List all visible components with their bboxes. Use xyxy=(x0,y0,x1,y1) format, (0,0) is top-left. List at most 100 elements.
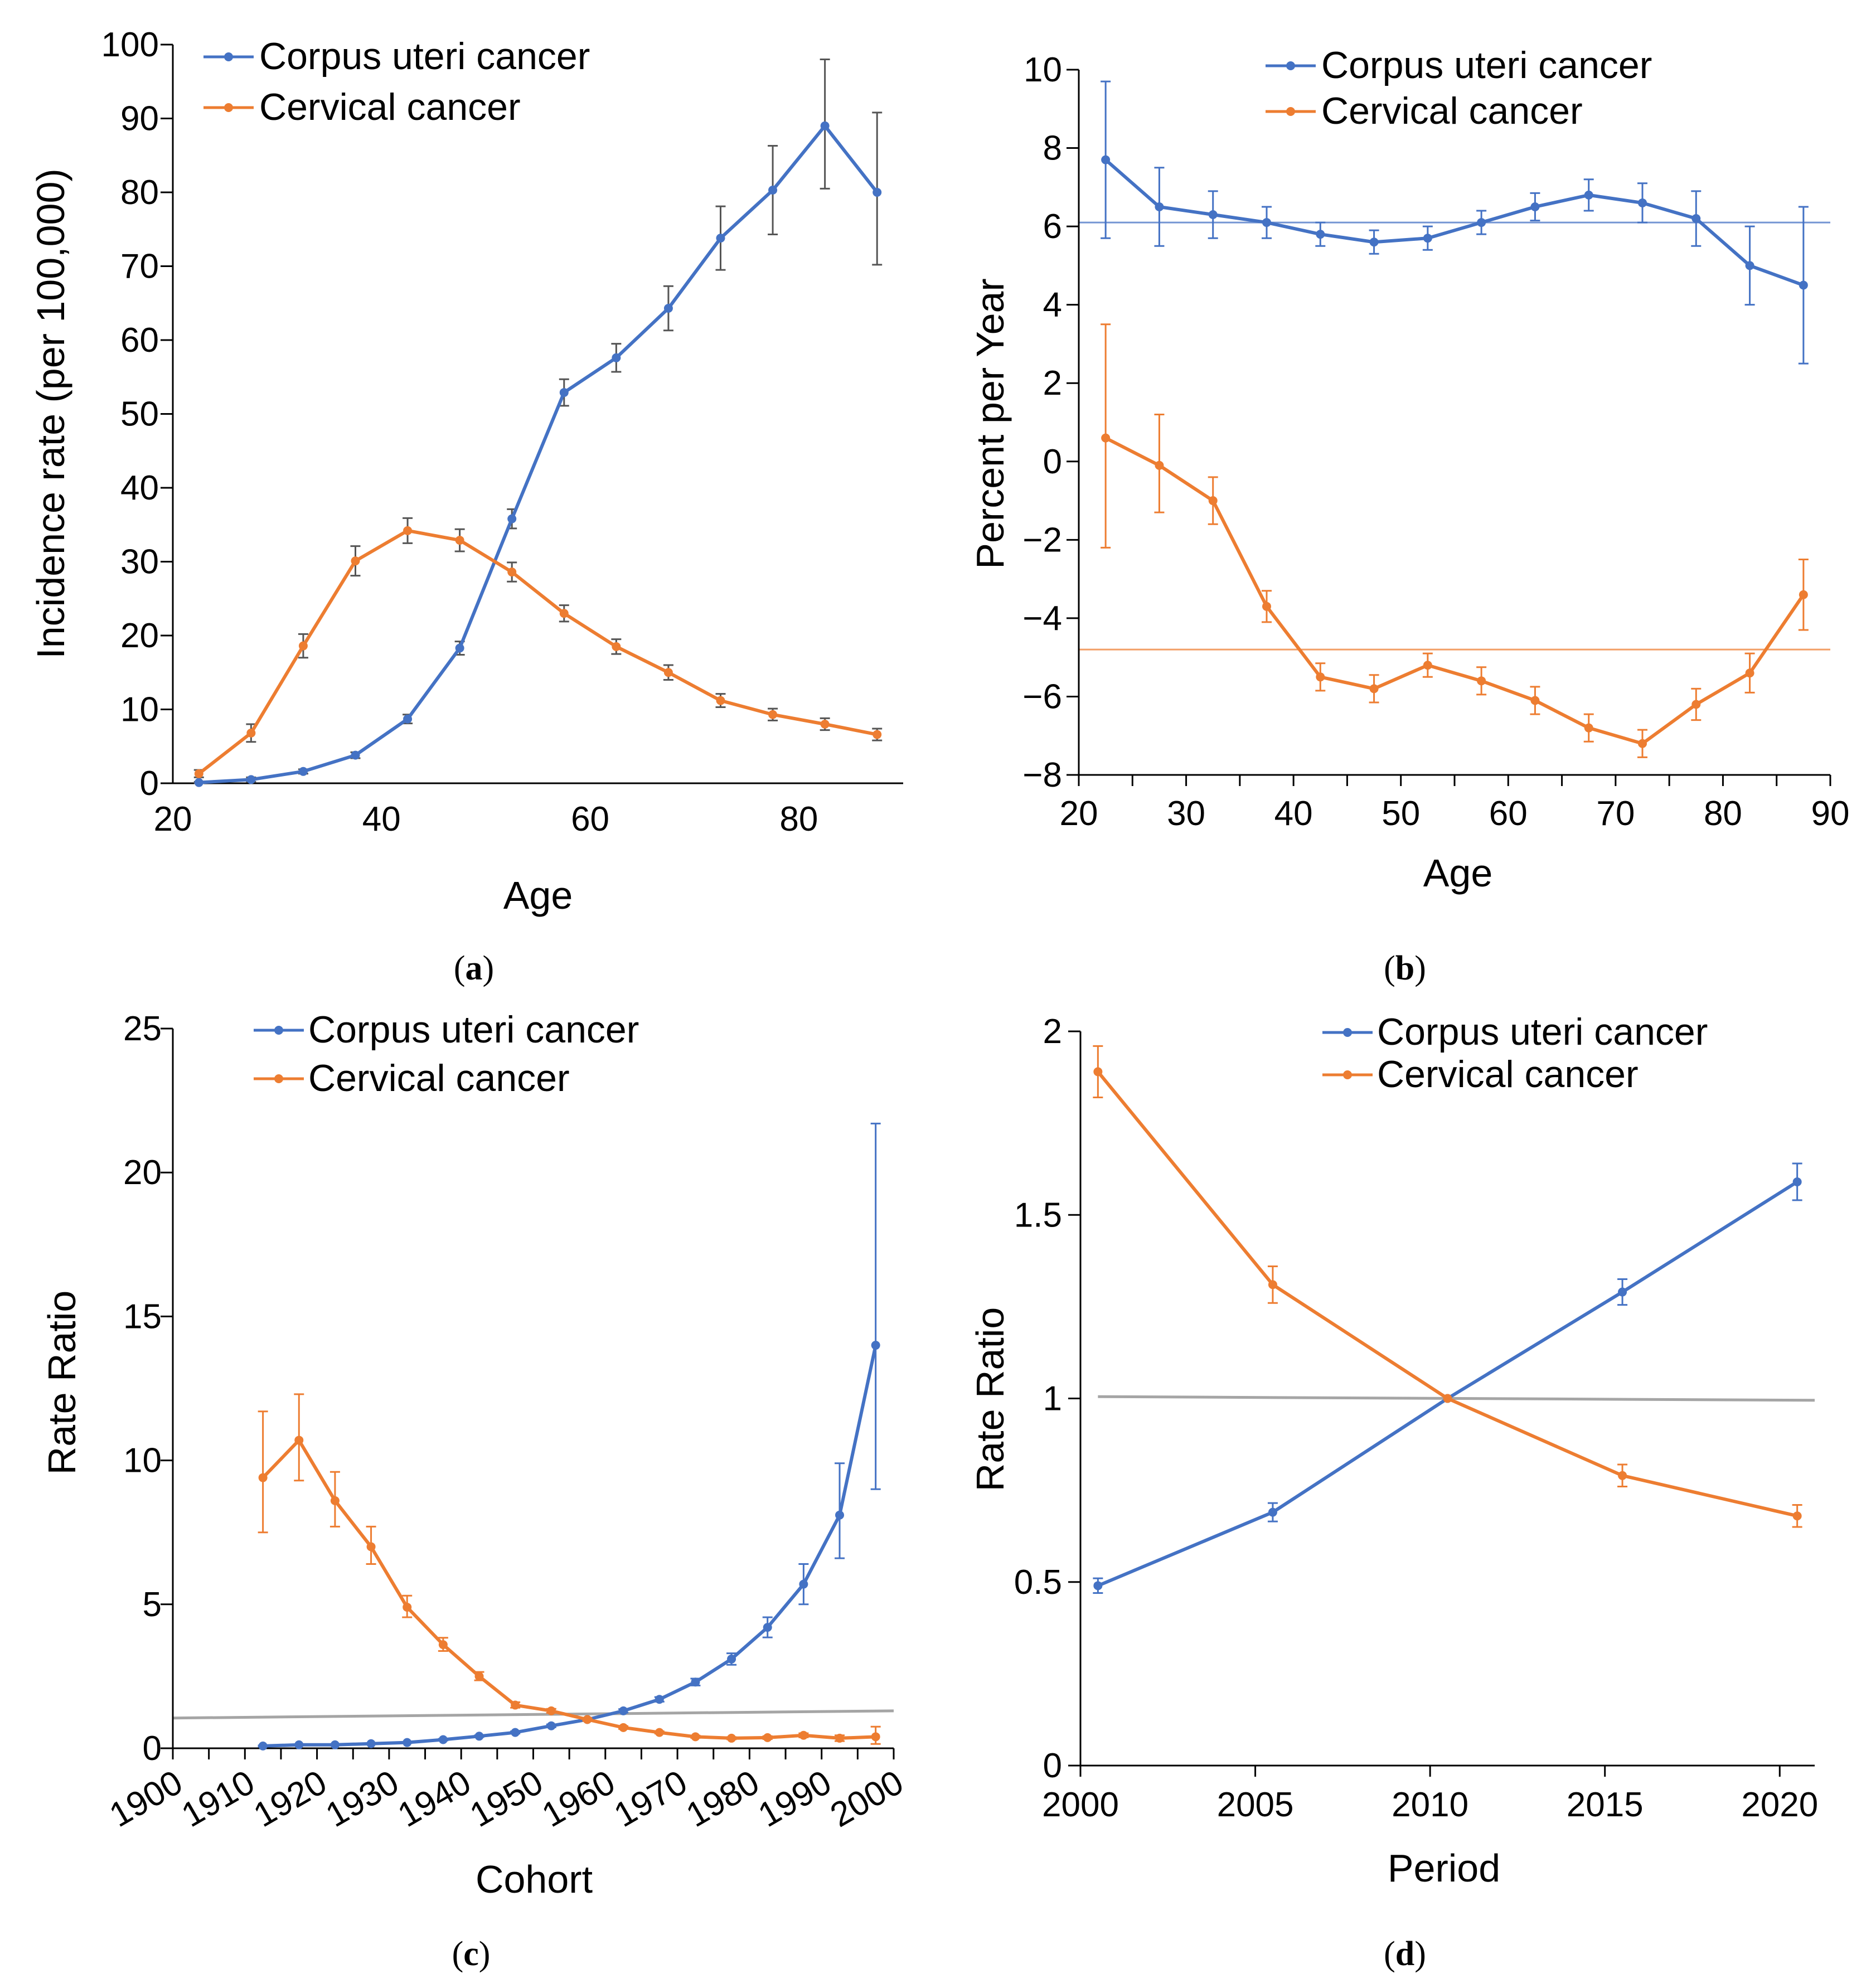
panel-b-x-tick-label: 90 xyxy=(1811,794,1850,833)
panel-a-corpus-point xyxy=(663,304,673,313)
panel-c-corpus-point xyxy=(871,1341,880,1350)
panel-d-y-axis-title: Rate Ratio xyxy=(968,1307,1012,1492)
panel-b-cervical-point xyxy=(1530,696,1540,705)
panel-c-corpus-point xyxy=(366,1739,376,1748)
panel-c-corpus-point xyxy=(727,1654,736,1664)
panel-b-corpus-series-line xyxy=(1104,158,1804,287)
panel-a-y-tick-label: 40 xyxy=(120,469,159,507)
panel-d-y-tick-label: 1.5 xyxy=(1014,1196,1062,1234)
panel-a-x-tick-label: 80 xyxy=(779,800,818,838)
panel-a-y-tick-label: 20 xyxy=(120,617,159,655)
panel-c-cervical-point xyxy=(583,1715,592,1724)
panel-d-label: (d) xyxy=(1384,1935,1426,1973)
panel-c-cervical-point xyxy=(835,1733,845,1743)
panel-c-corpus-point xyxy=(258,1741,268,1751)
panel-c-x-tick-label: 1930 xyxy=(319,1763,405,1835)
panel-d-legend-label-cervical: Cervical cancer xyxy=(1377,1053,1639,1095)
panel-c-corpus-error-bar xyxy=(870,1122,881,1490)
panel-b-label: (b) xyxy=(1384,949,1426,987)
panel-a-cervical-point xyxy=(768,710,778,719)
panel-a-cervical-point xyxy=(455,536,464,545)
panel-d-cervical-point xyxy=(1792,1511,1802,1521)
panel-c: 0510152025190019101920193019401950196019… xyxy=(40,1008,910,1973)
panel-d-x-tick-label: 2005 xyxy=(1217,1786,1294,1824)
panel-a-label-letter: a xyxy=(466,949,483,987)
panel-b-corpus-point xyxy=(1638,198,1647,207)
panel-b-corpus-point xyxy=(1369,237,1379,247)
panel-a-cervical-point xyxy=(873,730,882,739)
panel-b-corpus-point xyxy=(1799,280,1808,290)
panel-c-corpus-point xyxy=(403,1738,412,1747)
panel-a-legend-marker-corpus xyxy=(224,52,233,61)
panel-c-x-tick-label: 1900 xyxy=(103,1763,189,1835)
panel-a-corpus-point xyxy=(716,234,725,243)
panel-d-x-axis-title: Period xyxy=(1388,1846,1500,1890)
panel-c-corpus-point xyxy=(799,1579,808,1589)
panel-b-legend-label-cervical: Cervical cancer xyxy=(1321,90,1583,132)
panel-c-y-tick-label: 5 xyxy=(143,1585,162,1624)
panel-c-cervical-series-line xyxy=(261,1438,876,1740)
panel-c-y-tick-label: 0 xyxy=(143,1729,162,1768)
panel-a-cervical-point xyxy=(298,641,308,651)
panel-d-cervical-series-line xyxy=(1097,1070,1798,1518)
panel-a-cervical-point xyxy=(507,568,517,577)
panel-b-x-tick-label: 70 xyxy=(1596,794,1635,833)
panel-c-legend-label-corpus: Corpus uteri cancer xyxy=(308,1008,639,1051)
panel-d-cervical-point xyxy=(1268,1280,1277,1289)
panel-a-corpus-point xyxy=(873,188,882,197)
panel-c-cervical-point xyxy=(294,1436,304,1445)
panel-c-corpus-point xyxy=(619,1706,628,1715)
panel-a-cervical-point xyxy=(559,609,569,618)
panel-b-y-tick-label: −8 xyxy=(1022,756,1062,794)
panel-a-y-axis-title: Incidence rate (per 100,000) xyxy=(29,168,72,658)
panel-b-x-tick-label: 20 xyxy=(1060,794,1098,833)
panel-a-y-tick-label: 90 xyxy=(120,100,159,138)
panel-c-corpus-point xyxy=(294,1740,304,1749)
panel-b-x-tick-label: 80 xyxy=(1704,794,1742,833)
panel-b-x-tick-label: 60 xyxy=(1489,794,1528,833)
panel-c-x-tick-label: 1990 xyxy=(752,1763,838,1835)
panel-c-corpus-point xyxy=(546,1721,556,1730)
panel-a-corpus-point xyxy=(559,388,569,397)
panel-b-x-axis-title: Age xyxy=(1423,851,1493,895)
panel-c-cervical-point xyxy=(691,1732,700,1742)
panel-c-y-tick-label: 25 xyxy=(123,1010,162,1048)
panel-a-x-tick-label: 20 xyxy=(154,800,192,838)
panel-a-corpus-point xyxy=(455,643,464,653)
panel-a-corpus-point xyxy=(768,186,778,195)
panel-b-corpus-point xyxy=(1530,202,1540,211)
panel-d-legend: Corpus uteri cancer Cervical cancer xyxy=(1322,1011,1708,1095)
panel-d-x-tick-label: 2015 xyxy=(1567,1786,1644,1824)
panel-c-cervical-point xyxy=(799,1730,808,1740)
panel-c-cervical-point xyxy=(403,1602,412,1612)
panel-b-corpus-point xyxy=(1101,155,1111,164)
panel-c-cervical-point xyxy=(438,1640,448,1650)
panel-a-corpus-series-line xyxy=(198,124,879,784)
panel-a-y-tick-label: 60 xyxy=(120,321,159,360)
panel-d: 0 0.5 1 1.5 2 2000 2005 2010 2015 2020 Period Rat… xyxy=(968,1011,1818,1973)
panel-b-corpus-point xyxy=(1208,210,1218,220)
panel-c-corpus-point xyxy=(835,1510,845,1520)
panel-a-corpus-point xyxy=(820,121,830,130)
panel-a-x-axis-title: Age xyxy=(503,874,573,917)
panel-b-cervical-point xyxy=(1423,661,1432,670)
panel-b-cervical-point xyxy=(1638,739,1647,748)
panel-d-cervical-point xyxy=(1443,1394,1452,1403)
panel-c-y-tick-label: 10 xyxy=(123,1442,162,1480)
panel-d-cervical-point xyxy=(1618,1471,1627,1480)
panel-d-reference-line xyxy=(1098,1395,1815,1402)
panel-a-x-tick-label: 60 xyxy=(571,800,609,838)
panel-b-cervical-point xyxy=(1799,590,1808,599)
panel-d-corpus-point xyxy=(1268,1507,1277,1517)
panel-c-legend-marker-corpus xyxy=(274,1026,283,1035)
panel-a-x-tick-label: 40 xyxy=(362,800,401,838)
panel-d-legend-marker-cervical xyxy=(1343,1070,1352,1079)
panel-b-corpus-point xyxy=(1584,190,1593,200)
panel-b-x-tick-label: 40 xyxy=(1274,794,1313,833)
panel-b-corpus-point xyxy=(1423,234,1432,243)
panel-a-y-tick-label: 100 xyxy=(101,26,159,64)
panel-d-x-tick-label: 2020 xyxy=(1741,1786,1818,1824)
panel-b-cervical-point xyxy=(1369,684,1379,694)
panel-d-y-tick-label: 1 xyxy=(1043,1380,1062,1418)
